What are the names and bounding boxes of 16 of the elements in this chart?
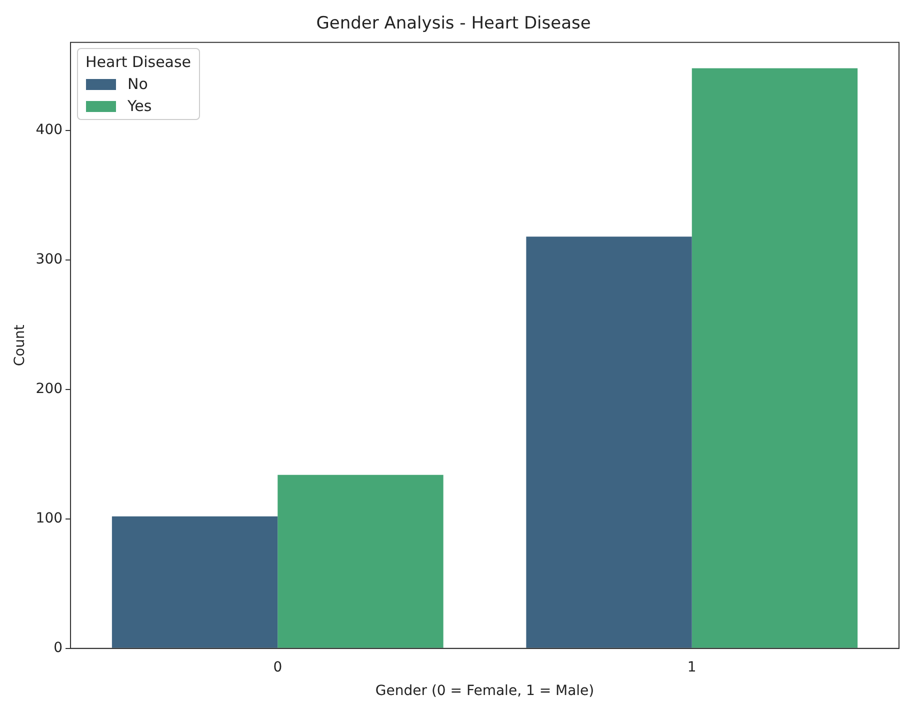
legend-label: Yes — [128, 97, 152, 116]
legend-title: Heart Disease — [86, 53, 192, 72]
bar — [112, 516, 278, 648]
y-tick-label: 300 — [36, 252, 63, 268]
x-tick-label: 1 — [687, 659, 696, 676]
y-tick-label: 400 — [36, 122, 63, 138]
y-tick-label: 200 — [36, 381, 63, 398]
x-axis-title: Gender (0 = Female, 1 = Male) — [375, 683, 594, 700]
y-tick-label: 0 — [54, 640, 63, 656]
bar — [278, 474, 444, 648]
chart-title: Gender Analysis - Heart Disease — [316, 14, 591, 34]
bar — [692, 68, 858, 648]
y-tick-label: 100 — [36, 510, 63, 527]
y-axis-title: Count — [12, 324, 28, 366]
legend-label: No — [128, 75, 148, 94]
bar — [526, 236, 692, 648]
